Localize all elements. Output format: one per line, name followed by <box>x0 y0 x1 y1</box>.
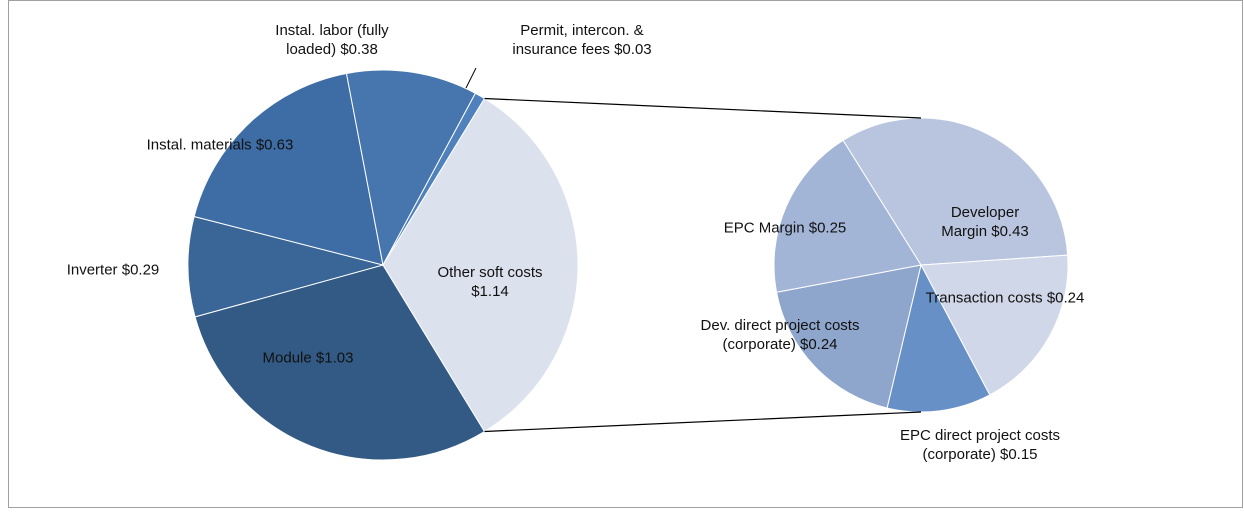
value-label: $0.43 <box>991 223 1029 240</box>
connector-line <box>484 411 922 433</box>
chart-frame <box>8 0 1243 508</box>
data-label: EPC Margin $0.25 <box>685 219 885 238</box>
value-label: $1.14 <box>471 283 509 300</box>
value-label: $0.63 <box>255 136 294 154</box>
value-label: $0.03 <box>614 41 652 58</box>
category-label: Instal. labor (fully loaded) <box>275 22 389 58</box>
value-label: $0.24 <box>799 336 838 353</box>
pie-slice <box>920 254 1069 396</box>
value-label: $0.25 <box>808 219 847 237</box>
value-label: $0.24 <box>1046 289 1085 307</box>
data-label: Instal. labor (fully loaded) $0.38 <box>257 21 407 59</box>
data-label: Inverter $0.29 <box>13 261 213 280</box>
data-label: Transaction costs $0.24 <box>905 289 1105 308</box>
category-label: Module <box>262 349 312 367</box>
data-label: Dev. direct project costs (corporate) $0… <box>696 316 864 354</box>
value-label: $0.38 <box>340 41 378 58</box>
value-label: $0.29 <box>121 261 160 279</box>
connector-line <box>484 97 922 119</box>
category-label: Other soft costs <box>437 264 543 281</box>
pie-slice <box>773 139 922 293</box>
category-label: Transaction costs <box>925 289 1043 307</box>
pie-slice <box>382 97 579 433</box>
data-label: Module $1.03 <box>208 349 408 368</box>
data-label: Instal. materials $0.63 <box>100 136 340 155</box>
data-label: Developer Margin $0.43 <box>935 203 1035 241</box>
data-label: Permit, intercon. & insurance fees $0.03 <box>500 21 665 59</box>
value-label: $0.15 <box>999 446 1038 463</box>
value-label: $1.03 <box>315 349 354 367</box>
category-label: Instal. materials <box>146 136 252 154</box>
category-label: Inverter <box>66 261 118 279</box>
pie-slice <box>345 69 477 267</box>
category-label: Dev. direct project costs (corporate) <box>700 317 860 353</box>
pie-slice <box>193 72 384 266</box>
pie-slice <box>842 117 1069 266</box>
category-label: Permit, intercon. & insurance fees <box>512 22 644 58</box>
data-label: EPC direct project costs (corporate) $0.… <box>888 426 1073 464</box>
category-label: Developer Margin <box>941 204 1020 240</box>
pie-slice <box>775 264 922 409</box>
pie-slice <box>187 215 385 318</box>
data-label: Other soft costs $1.14 <box>425 263 555 301</box>
category-label: EPC direct project costs (corporate) <box>899 427 1061 463</box>
category-label: EPC Margin <box>723 219 805 237</box>
leader-line <box>465 67 477 89</box>
